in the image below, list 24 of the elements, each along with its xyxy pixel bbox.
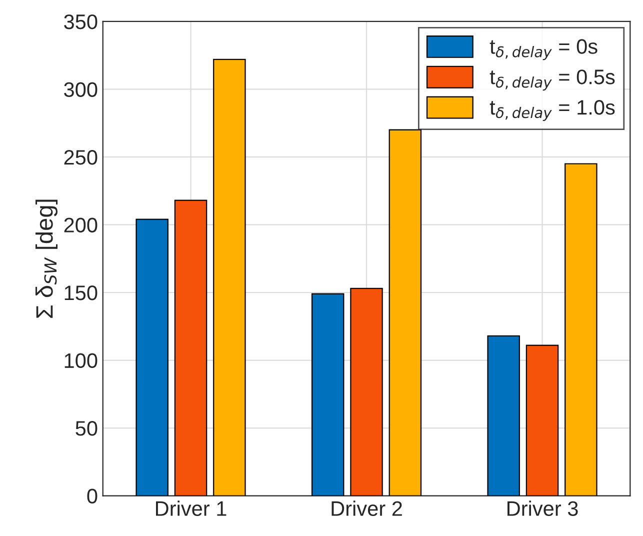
bar (388, 129, 422, 496)
y-tick-label: 200 (64, 218, 98, 232)
y-tick-label: 0 (87, 488, 98, 504)
y-tick-label: 50 (76, 421, 98, 436)
x-tick-label: Driver 2 (332, 500, 402, 516)
bar (174, 200, 208, 496)
bar (213, 58, 246, 496)
bar (564, 163, 598, 496)
bar (526, 344, 559, 496)
x-tick-label: Driver 1 (156, 500, 226, 516)
bar (487, 335, 520, 496)
x-tick-label: Driver 3 (508, 500, 578, 516)
legend-label: t$_{δ,delay}$ = 0.5s (490, 70, 615, 91)
y-axis-title: Σ δ$_{SW}$ [deg] (36, 200, 58, 318)
y-tick-label: 250 (64, 150, 98, 165)
y-tick-label: 350 (64, 14, 98, 30)
bar (311, 293, 344, 496)
y-tick-label: 100 (64, 353, 98, 368)
bar (350, 288, 383, 496)
bar (136, 218, 168, 496)
legend-label: t$_{δ,delay}$ = 0s (490, 39, 598, 60)
y-tick-label: 300 (64, 82, 98, 97)
legend-label: t$_{δ,delay}$ = 1.0s (490, 100, 615, 121)
y-tick-label: 150 (64, 286, 98, 300)
